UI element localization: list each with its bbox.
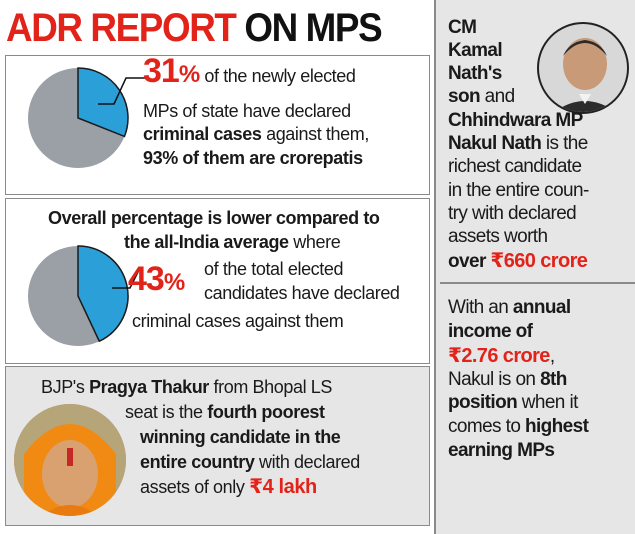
right-income-value: ₹2.76 crore: [448, 345, 550, 367]
stat-1-line-4: 93% of them are crorepatis: [143, 148, 363, 168]
pragya-assets: ₹4 lakh: [249, 476, 317, 498]
stat-2-line-3: of the total elected: [204, 259, 344, 279]
stat-1-text-3: against them,: [261, 124, 369, 144]
pragya-line-2: seat is the fourth poorest: [125, 401, 325, 424]
panel-divider: [434, 0, 436, 534]
pragya-name: Pragya Thakur: [89, 377, 209, 397]
right-line-9: try with declared: [448, 203, 577, 224]
right-comes-to: comes to: [448, 416, 525, 437]
right-line-1: CM: [448, 17, 477, 38]
right-highest: highest: [524, 416, 589, 437]
pragya-text-2b: fourth poorest: [207, 402, 325, 422]
right-line-10: assets worth: [448, 226, 548, 247]
right-income-line-2: income of: [448, 321, 533, 342]
stat-2-line-4: candidates have declared: [204, 283, 400, 303]
right-over: over: [448, 251, 491, 272]
right-8th: 8th: [540, 369, 567, 390]
right-with-an: With an: [448, 297, 513, 318]
stat-1-line-3: criminal cases against them,: [143, 123, 369, 146]
right-income-line-5: position when it: [448, 392, 578, 415]
stat-2-percent: 43: [128, 260, 165, 298]
right-son: son: [448, 86, 481, 107]
stat-1-bold-criminal: criminal cases: [143, 124, 262, 144]
pragya-line-4: entire country with declared: [140, 451, 360, 474]
pointer-line-2: [112, 267, 141, 289]
pie-india-highlight-slice: [77, 245, 129, 343]
right-income-line-4: Nakul is on 8th: [448, 369, 567, 392]
right-nakul-name: Nakul Nath: [448, 133, 542, 154]
pragya-text-1a: BJP's: [41, 377, 90, 397]
pragya-line-1: BJP's Pragya Thakur from Bhopal LS: [41, 376, 332, 399]
pie-state-highlight-slice: [77, 67, 129, 138]
pragya-text-2a: seat is the: [125, 402, 208, 422]
pragya-text-5a: assets of only: [140, 477, 250, 497]
right-divider: [440, 282, 635, 284]
right-income-line-3: ₹2.76 crore,: [448, 345, 555, 369]
right-line-5: Chhindwara MP: [448, 110, 583, 131]
right-line-2: Kamal: [448, 40, 503, 61]
right-line-6: Nakul Nath is the: [448, 133, 588, 156]
right-position: position: [448, 392, 518, 413]
pragya-thakur-photo: [14, 404, 126, 516]
right-annual: annual: [512, 297, 571, 318]
stat-2-line-1: Overall percentage is lower compared to: [48, 208, 380, 228]
right-nakul-is-on: Nakul is on: [448, 369, 541, 390]
right-line-3: Nath's: [448, 63, 502, 84]
right-when-it: when it: [517, 392, 579, 413]
title-part-2: ON MPS: [244, 6, 382, 50]
right-and: and: [479, 86, 516, 107]
pie-chart-india: [28, 245, 129, 346]
stat-2-percent-sign: %: [163, 269, 185, 296]
stat-1-percent-sign: %: [178, 61, 200, 88]
stat-2-percent-wrap: 43%: [128, 262, 185, 296]
right-line-4: son and: [448, 86, 515, 109]
pragya-text-4b: with declared: [254, 452, 360, 472]
right-assets-value: ₹660 crore: [490, 250, 588, 272]
stat-1-text-1: of the newly elected: [204, 66, 356, 86]
pie-chart-state: [28, 67, 129, 168]
stat-1-line-1: 31% of the newly elected: [143, 54, 356, 88]
stat-2-text-2: where: [288, 232, 341, 252]
right-line-8: in the entire coun-: [448, 180, 589, 201]
title-part-1: ADR REPORT: [6, 6, 237, 50]
pragya-text-1c: from Bhopal LS: [208, 377, 333, 397]
stat-1-percent: 31: [143, 52, 180, 90]
right-income-line-7: earning MPs: [448, 440, 555, 461]
right-is-the: is the: [541, 133, 588, 154]
stat-2-line-2: the all-India average where: [124, 231, 341, 254]
pragya-text-4a: entire country: [140, 452, 255, 472]
right-line-7: richest candidate: [448, 156, 582, 177]
nakul-nath-photo: [537, 22, 629, 114]
right-comma: ,: [549, 346, 555, 367]
right-income-line-1: With an annual: [448, 297, 571, 320]
right-income-line-6: comes to highest: [448, 416, 589, 439]
stat-2-line-5: criminal cases against them: [132, 311, 344, 331]
pragya-line-3: winning candidate in the: [140, 427, 341, 447]
stat-1-line-2: MPs of state have declared: [143, 101, 351, 121]
right-line-11: over ₹660 crore: [448, 250, 588, 274]
infographic-title: ADR REPORT ON MPS: [6, 6, 383, 50]
pointer-line-1: [98, 77, 146, 105]
stat-2-bold-average: the all-India average: [124, 232, 289, 252]
pragya-line-5: assets of only ₹4 lakh: [140, 476, 317, 499]
